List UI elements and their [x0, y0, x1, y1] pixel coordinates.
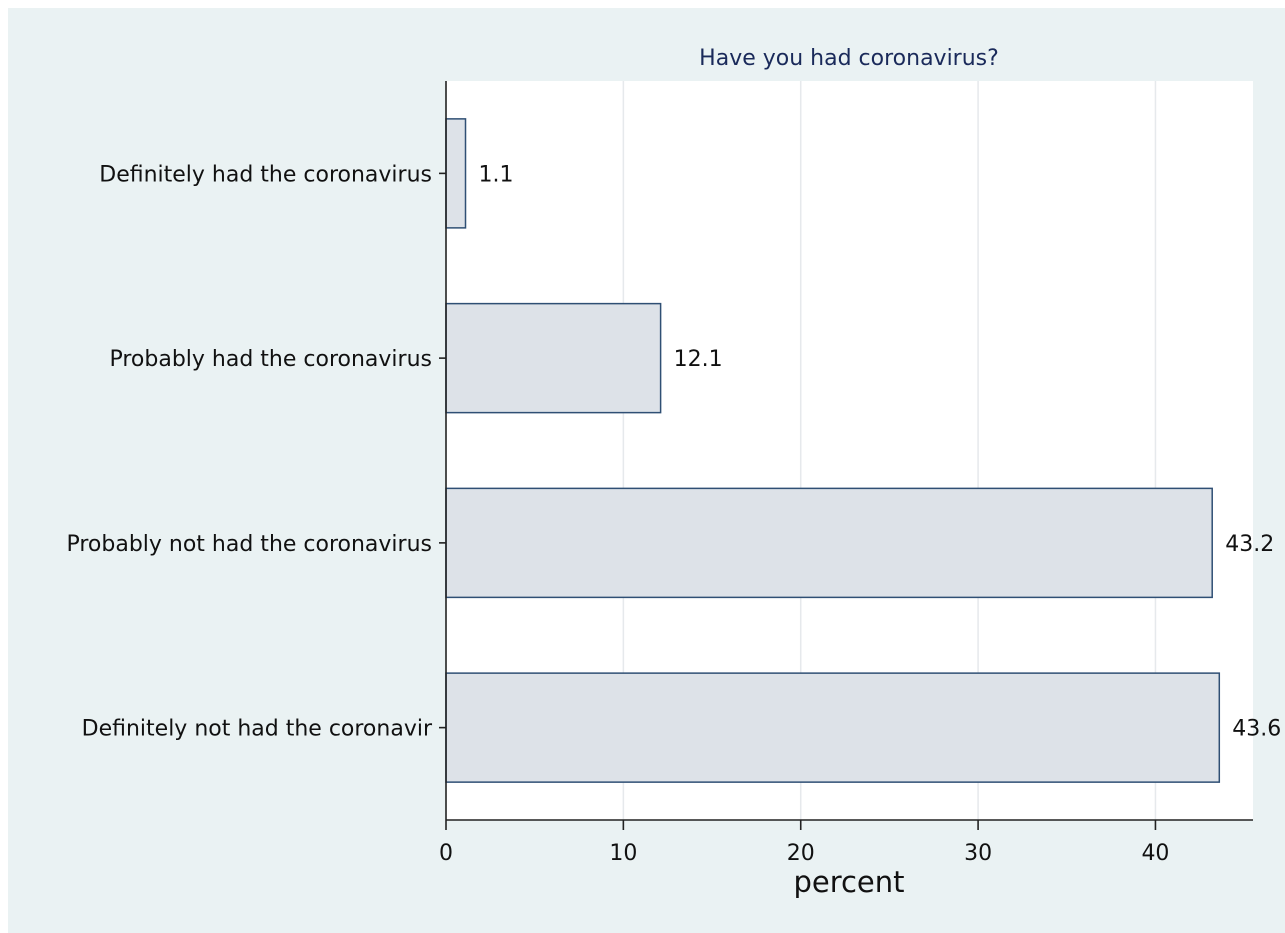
bar-value-label: 1.1 — [479, 162, 514, 187]
category-label: Definitely had the coronavirus — [99, 162, 432, 187]
chart-title: Have you had coronavirus? — [699, 46, 999, 71]
bar — [445, 672, 1221, 783]
x-tick-label: 30 — [964, 841, 992, 866]
bar — [445, 302, 662, 414]
x-axis-ticks: 0 10 20 30 40 — [439, 820, 1169, 866]
x-tick-label: 20 — [787, 841, 815, 866]
chart-frame: 0 10 20 30 40 Definitely had the coronavirus… — [8, 8, 1285, 933]
x-tick-label: 10 — [609, 841, 637, 866]
y-axis-category-labels: Definitely had the coronavirus Probably h… — [66, 162, 446, 742]
category-label: Definitely not had the coronavir — [82, 717, 433, 742]
bar-value-labels: 1.1 12.1 43.2 43.6 — [479, 162, 1282, 741]
bar-value-label: 43.2 — [1225, 532, 1274, 557]
x-tick-label: 40 — [1141, 841, 1169, 866]
bar-value-label: 43.6 — [1232, 717, 1281, 742]
bars — [445, 118, 1221, 783]
bar — [445, 118, 467, 229]
category-label: Probably had the coronavirus — [109, 347, 432, 372]
bar-value-label: 12.1 — [674, 347, 723, 372]
category-label: Probably not had the coronavirus — [66, 532, 432, 557]
bar-chart: 0 10 20 30 40 Definitely had the coronavirus… — [66, 46, 1282, 899]
bar — [445, 487, 1213, 599]
x-tick-label: 0 — [439, 841, 453, 866]
x-axis-title: percent — [793, 865, 904, 899]
